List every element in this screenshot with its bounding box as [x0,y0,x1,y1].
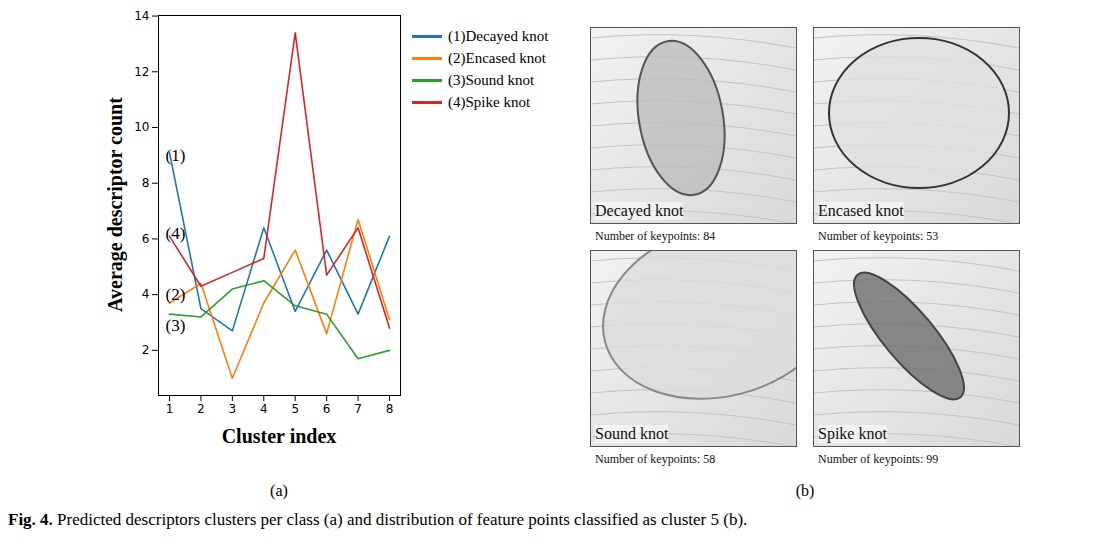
svg-text:5: 5 [291,402,299,416]
html-text:Sound knot: Sound knot [595,425,669,442]
html-text:Encased knot: Encased knot [818,202,904,219]
svg-text:10: 10 [134,120,149,134]
svg-text:14: 14 [134,9,149,23]
html-text:Number of keypoints: 58: Number of keypoints: 58 [595,452,716,466]
html-text:(a): (a) [270,482,288,499]
html-text:Fig. 4. Predicted descriptors: Fig. 4. Predicted descriptors clusters p… [8,510,748,529]
svg-text:7: 7 [354,402,362,416]
html-text:Cluster index: Cluster index [221,425,337,447]
svg-text:8: 8 [142,176,150,190]
html-text:Spike knot: Spike knot [818,425,887,442]
svg-text:6: 6 [142,232,150,246]
html-text:Number of keypoints: 84: Number of keypoints: 84 [595,229,716,243]
html-text:(3)Sound knot: (3)Sound knot [448,71,535,88]
html-text:(2)Encased knot: (2)Encased knot [448,49,546,66]
svg-text:1: 1 [166,402,174,416]
svg-text:4: 4 [260,402,268,416]
svg-text:12: 12 [134,65,149,79]
svg-text:8: 8 [386,402,394,416]
svg-text:(3): (3) [166,316,186,335]
html-text:Number of keypoints: 99: Number of keypoints: 99 [818,452,939,466]
html-text:(1)Decayed knot: (1)Decayed knot [448,27,549,44]
html-text:Number of keypoints: 53: Number of keypoints: 53 [818,229,939,243]
svg-text:2: 2 [197,402,205,416]
html-text:Decayed knot: Decayed knot [595,202,684,219]
html-text:(b): (b) [795,482,815,499]
html-text:(4)Spike knot: (4)Spike knot [448,93,531,110]
svg-text:(2): (2) [166,285,186,304]
svg-text:(1): (1) [166,146,186,165]
svg-text:(4): (4) [166,224,186,243]
svg-text:4: 4 [142,287,150,301]
html-text:Average descriptor count: Average descriptor count [103,97,126,312]
svg-text:3: 3 [229,402,237,416]
svg-text:6: 6 [323,402,331,416]
svg-text:2: 2 [142,343,150,357]
